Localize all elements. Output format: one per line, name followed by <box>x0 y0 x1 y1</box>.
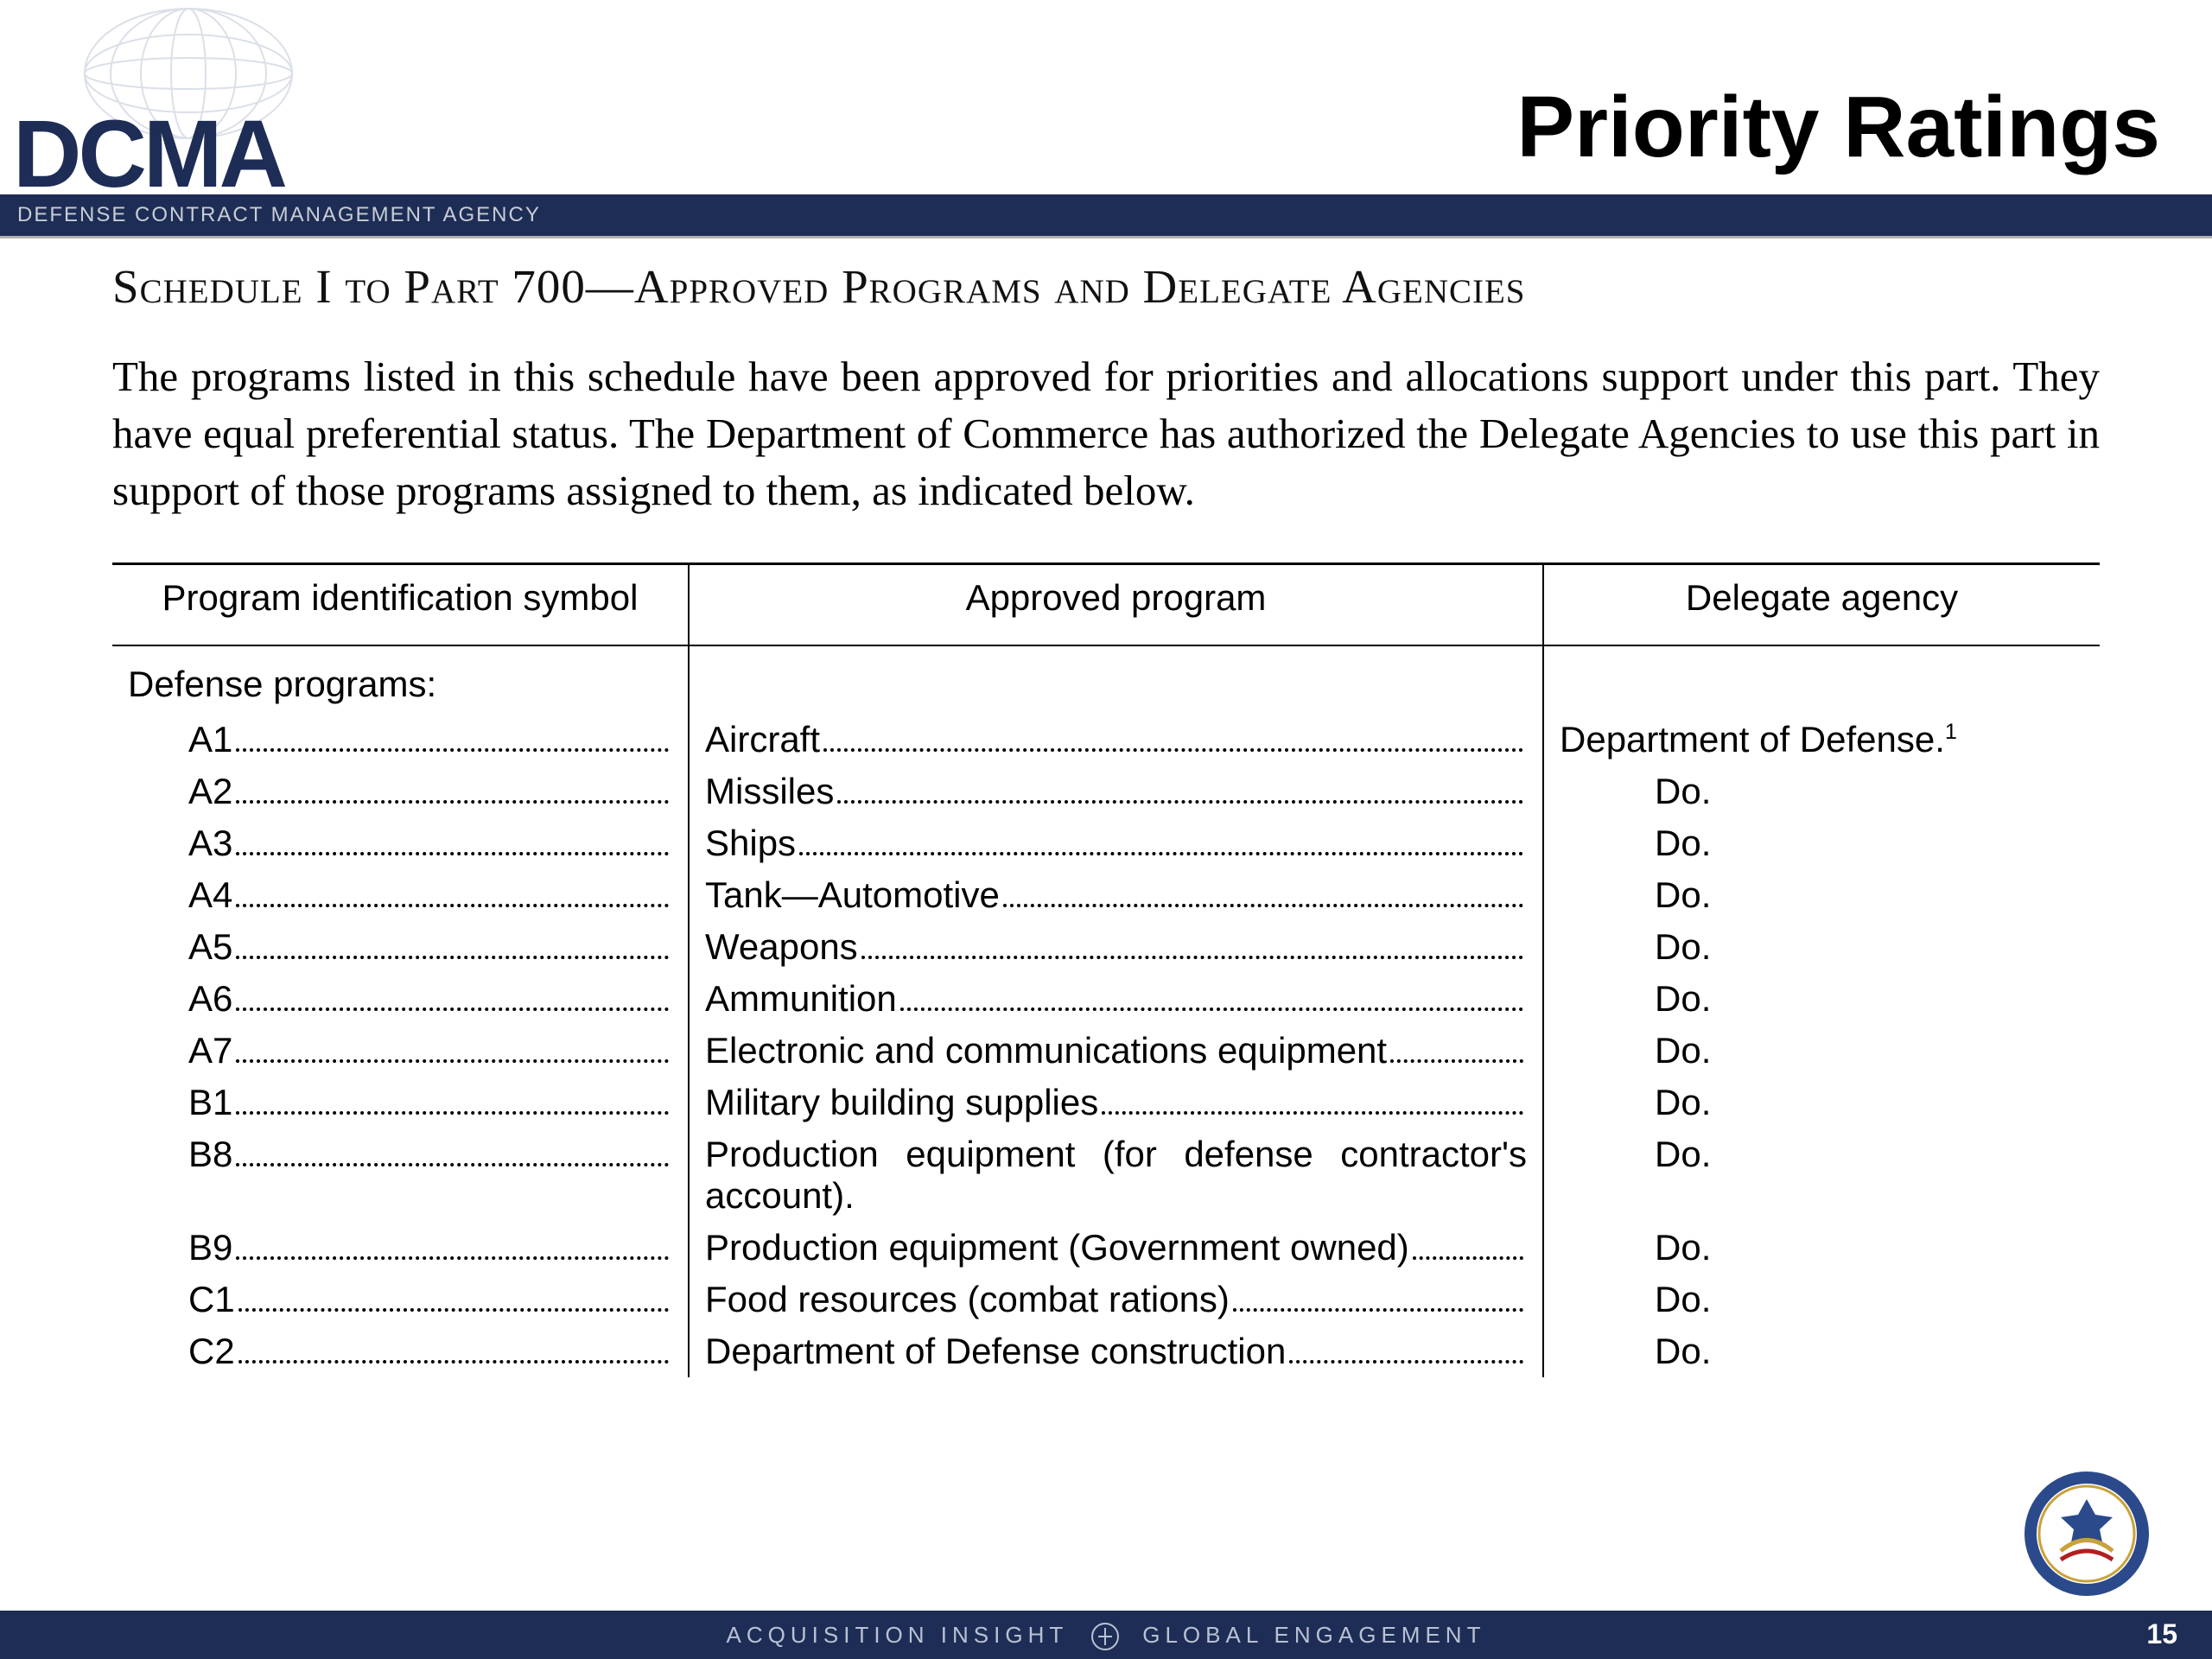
program-cell: Military building supplies <box>705 1082 1527 1123</box>
program-cell: Weapons <box>705 926 1527 968</box>
symbol-cell: A1 <box>128 719 672 760</box>
table-row: B1 Military building supplies Do. <box>112 1077 2100 1128</box>
dcma-logo: DCMA <box>13 17 284 127</box>
footer-right: GLOBAL ENGAGEMENT <box>1142 1622 1485 1648</box>
programs-table: Program identification symbol Approved p… <box>112 563 2100 1377</box>
table-category-row: Defense programs: <box>112 645 2100 714</box>
program-cell: Tank—Automotive <box>705 874 1527 916</box>
table-row: A1 Aircraft Department of Defense.1 <box>112 714 2100 766</box>
th-program: Approved program <box>689 564 1543 646</box>
page-title: Priority Ratings <box>1516 78 2160 177</box>
table-row: B8 Production equipment (for defense cont… <box>112 1128 2100 1222</box>
agency-cell: Do. <box>1560 1331 1711 1371</box>
page-number: 15 <box>2146 1618 2177 1650</box>
agency-cell: Do. <box>1560 1227 1711 1268</box>
program-cell: Aircraft <box>705 719 1527 760</box>
program-cell: Food resources (combat rations) <box>705 1279 1527 1320</box>
symbol-cell: C1 <box>128 1279 672 1320</box>
table-row: A6 Ammunition Do. <box>112 973 2100 1025</box>
table-row: B9 Production equipment (Government owned… <box>112 1222 2100 1274</box>
th-agency: Delegate agency <box>1543 564 2100 646</box>
intro-paragraph: The programs listed in this schedule hav… <box>112 348 2100 519</box>
agency-seal-icon <box>2022 1469 2152 1599</box>
footer-center-icon <box>1091 1623 1119 1650</box>
symbol-cell: C2 <box>128 1331 672 1372</box>
table-row: C2 Department of Defense construction Do. <box>112 1325 2100 1377</box>
agency-cell: Do. <box>1560 1134 1711 1174</box>
agency-cell: Do. <box>1560 1082 1711 1122</box>
table-header-row: Program identification symbol Approved p… <box>112 564 2100 646</box>
agency-cell: Do. <box>1560 978 1711 1019</box>
table-row: C1 Food resources (combat rations) Do. <box>112 1274 2100 1325</box>
symbol-cell: B9 <box>128 1227 672 1268</box>
symbol-cell: A4 <box>128 874 672 916</box>
category-cell: Defense programs: <box>112 645 689 714</box>
th-symbol: Program identification symbol <box>112 564 689 646</box>
footer-left: ACQUISITION INSIGHT <box>727 1622 1068 1648</box>
logo-tagline: DEFENSE CONTRACT MANAGEMENT AGENCY <box>0 194 2212 236</box>
symbol-cell: A2 <box>128 771 672 812</box>
agency-cell: Do. <box>1560 1030 1711 1071</box>
program-cell: Production equipment (Government owned) <box>705 1227 1527 1268</box>
footer-band: ACQUISITION INSIGHT GLOBAL ENGAGEMENT <box>0 1611 2212 1659</box>
program-cell: Department of Defense construction <box>705 1331 1527 1372</box>
agency-cell: Department of Defense.1 <box>1560 719 1957 760</box>
agency-cell: Do. <box>1560 926 1711 967</box>
table-row: A2 Missiles Do. <box>112 766 2100 817</box>
program-cell: Missiles <box>705 771 1527 812</box>
table-row: A4 Tank—Automotive Do. <box>112 869 2100 921</box>
agency-cell: Do. <box>1560 771 1711 811</box>
header-band: DEFENSE CONTRACT MANAGEMENT AGENCY <box>0 194 2212 236</box>
program-cell: Production equipment (for defense contra… <box>705 1134 1527 1217</box>
symbol-cell: A3 <box>128 823 672 864</box>
program-cell: Electronic and communications equipment <box>705 1030 1527 1071</box>
program-cell: Ammunition <box>705 978 1527 1020</box>
schedule-title: Schedule I to Part 700—Approved Programs… <box>112 259 2100 314</box>
symbol-cell: B8 <box>128 1134 672 1175</box>
table-row: A3 Ships Do. <box>112 817 2100 869</box>
symbol-cell: A5 <box>128 926 672 968</box>
agency-cell: Do. <box>1560 823 1711 863</box>
symbol-cell: B1 <box>128 1082 672 1123</box>
table-row: A7 Electronic and communications equipmen… <box>112 1025 2100 1077</box>
content-area: Schedule I to Part 700—Approved Programs… <box>112 259 2100 1377</box>
agency-cell: Do. <box>1560 1279 1711 1319</box>
program-cell: Ships <box>705 823 1527 864</box>
symbol-cell: A7 <box>128 1030 672 1071</box>
table-row: A5 Weapons Do. <box>112 921 2100 973</box>
symbol-cell: A6 <box>128 978 672 1020</box>
agency-cell: Do. <box>1560 874 1711 915</box>
logo-text: DCMA <box>13 99 284 209</box>
